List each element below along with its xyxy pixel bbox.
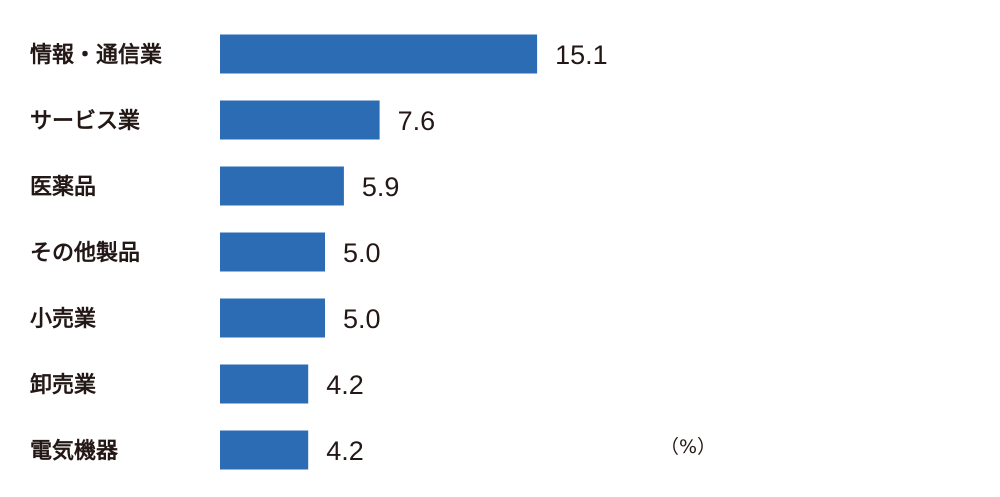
category-label: 情報・通信業 — [30, 42, 163, 68]
value-label: 4.2 — [326, 436, 364, 466]
value-label: 15.1 — [555, 40, 608, 70]
bar — [220, 166, 344, 206]
bar — [220, 430, 309, 470]
category-label: 電気機器 — [30, 438, 119, 464]
category-label: 小売業 — [30, 306, 97, 332]
unit-label: （%） — [660, 436, 716, 458]
bar — [220, 34, 538, 74]
category-label: その他製品 — [30, 240, 140, 266]
category-label: 卸売業 — [30, 372, 97, 398]
bars — [220, 34, 538, 470]
value-label: 7.6 — [398, 106, 436, 136]
value-label: 4.2 — [326, 370, 364, 400]
category-label: 医薬品 — [30, 175, 96, 200]
bar — [220, 100, 380, 140]
value-label: 5.9 — [362, 172, 400, 202]
value-label: 5.0 — [343, 238, 381, 268]
category-label: サービス業 — [30, 109, 141, 134]
value-labels: 15.1 7.6 5.9 5.0 5.0 4.2 4.2 — [326, 40, 607, 466]
bar — [220, 232, 325, 272]
bar — [220, 298, 325, 338]
bar — [220, 364, 309, 404]
value-label: 5.0 — [343, 304, 381, 334]
